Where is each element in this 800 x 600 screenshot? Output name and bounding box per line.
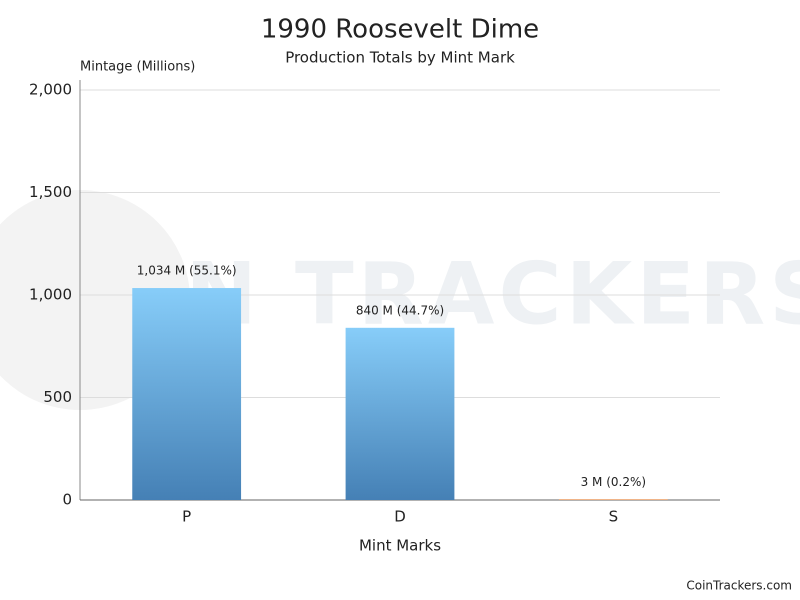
x-tick-label: S bbox=[609, 508, 619, 526]
chart-title: 1990 Roosevelt Dime bbox=[261, 15, 539, 45]
value-label: 840 M (44.7%) bbox=[356, 303, 444, 317]
y-tick-label: 1,500 bbox=[29, 183, 72, 201]
value-label: 3 M (0.2%) bbox=[581, 475, 646, 489]
y-axis-label: Mintage (Millions) bbox=[80, 60, 195, 75]
bar bbox=[132, 288, 241, 500]
y-tick-label: 2,000 bbox=[29, 81, 72, 99]
x-tick-label: D bbox=[394, 508, 406, 526]
chart-subtitle: Production Totals by Mint Mark bbox=[285, 49, 515, 67]
y-tick-label: 1,000 bbox=[29, 286, 72, 304]
value-label: 1,034 M (55.1%) bbox=[137, 264, 237, 278]
y-tick-label: 0 bbox=[62, 491, 72, 509]
x-tick-label: P bbox=[182, 508, 191, 526]
bar bbox=[559, 499, 668, 500]
credit: CoinTrackers.com bbox=[686, 579, 792, 593]
y-tick-label: 500 bbox=[43, 388, 72, 406]
bar bbox=[346, 328, 455, 500]
x-axis-label: Mint Marks bbox=[359, 537, 441, 555]
